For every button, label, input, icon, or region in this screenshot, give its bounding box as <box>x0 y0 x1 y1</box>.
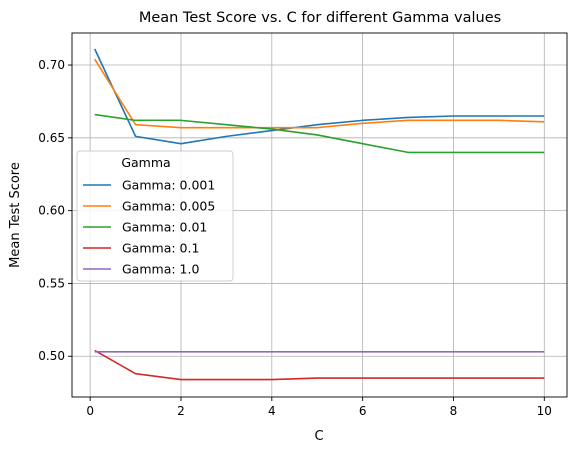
x-axis-ticks: 0 2 4 6 8 10 <box>86 397 552 418</box>
x-tick-label: 0 <box>86 404 94 418</box>
legend-frame <box>76 150 234 282</box>
y-tick-label: 0.55 <box>38 276 65 290</box>
legend-label-3: Gamma: 0.1 <box>122 241 199 256</box>
y-tick-label: 0.70 <box>38 58 65 72</box>
x-axis-label: C <box>314 429 323 444</box>
y-axis-ticks: 0.50 0.55 0.60 0.65 0.70 <box>38 58 72 363</box>
y-tick-label: 0.65 <box>38 131 65 145</box>
series-line-3 <box>94 349 545 381</box>
y-tick-label: 0.50 <box>38 349 65 363</box>
y-tick-label: 0.60 <box>38 204 65 218</box>
series-line-1 <box>94 58 545 129</box>
legend-label-4: Gamma: 1.0 <box>122 262 199 277</box>
legend-label-1: Gamma: 0.005 <box>122 199 215 214</box>
x-tick-label: 8 <box>450 404 458 418</box>
legend-label-0: Gamma: 0.001 <box>122 178 215 193</box>
plot-area-frame <box>71 32 568 398</box>
x-tick-label: 6 <box>359 404 367 418</box>
x-tick-label: 2 <box>177 404 185 418</box>
chart-title: Mean Test Score vs. C for different Gamm… <box>139 10 501 26</box>
x-tick-label: 4 <box>268 404 276 418</box>
series-line-2 <box>94 113 545 154</box>
x-tick-label: 10 <box>537 404 552 418</box>
series-line-0 <box>93 48 545 145</box>
legend-title: Gamma <box>121 155 170 170</box>
y-axis-label: Mean Test Score <box>8 162 23 268</box>
legend-items: Gamma: 0.001 Gamma: 0.005 Gamma: 0.01 Gamma… <box>83 178 215 277</box>
grid <box>72 33 567 397</box>
legend-label-2: Gamma: 0.01 <box>122 220 207 235</box>
series-lines <box>93 48 545 381</box>
